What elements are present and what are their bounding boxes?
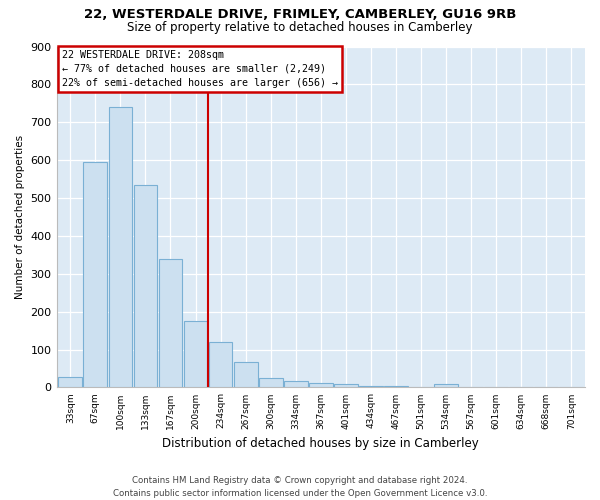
Bar — [209, 342, 232, 388]
Bar — [58, 377, 82, 388]
Bar — [134, 185, 157, 388]
Bar — [109, 107, 133, 388]
Bar — [384, 386, 408, 388]
Bar — [284, 380, 308, 388]
Bar — [359, 386, 383, 388]
Text: 22 WESTERDALE DRIVE: 208sqm
← 77% of detached houses are smaller (2,249)
22% of : 22 WESTERDALE DRIVE: 208sqm ← 77% of det… — [62, 50, 338, 88]
Bar — [259, 378, 283, 388]
Text: 22, WESTERDALE DRIVE, FRIMLEY, CAMBERLEY, GU16 9RB: 22, WESTERDALE DRIVE, FRIMLEY, CAMBERLEY… — [84, 8, 516, 20]
Text: Size of property relative to detached houses in Camberley: Size of property relative to detached ho… — [127, 21, 473, 34]
Bar — [434, 384, 458, 388]
Bar — [334, 384, 358, 388]
Bar — [83, 162, 107, 388]
Bar — [184, 321, 208, 388]
Bar — [309, 383, 332, 388]
Text: Contains HM Land Registry data © Crown copyright and database right 2024.
Contai: Contains HM Land Registry data © Crown c… — [113, 476, 487, 498]
Y-axis label: Number of detached properties: Number of detached properties — [15, 135, 25, 299]
Bar — [234, 362, 257, 388]
X-axis label: Distribution of detached houses by size in Camberley: Distribution of detached houses by size … — [163, 437, 479, 450]
Bar — [158, 260, 182, 388]
